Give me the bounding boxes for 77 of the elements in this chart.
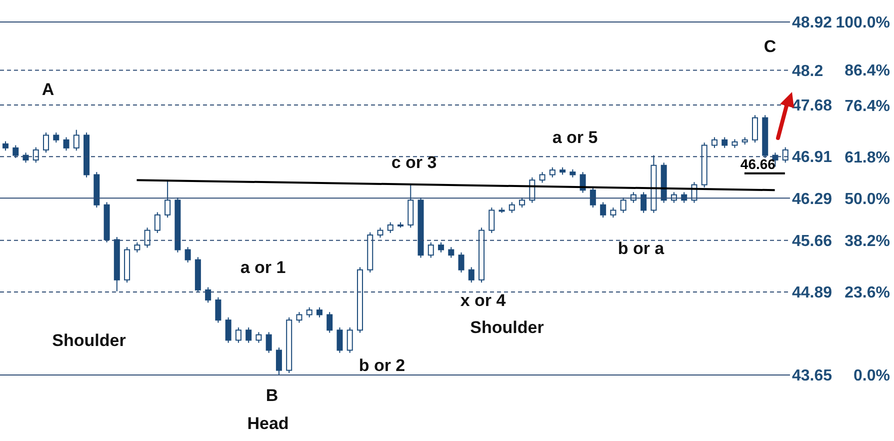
candlestick — [428, 242, 434, 258]
y2-tick-label: 61.8% — [844, 149, 890, 166]
candlestick — [22, 152, 29, 164]
y2-tick-label: 23.6% — [844, 284, 890, 302]
candlestick — [266, 332, 272, 354]
candlestick — [346, 326, 353, 354]
candlestick — [256, 332, 262, 344]
candlestick — [752, 114, 758, 144]
annotation: A — [42, 80, 54, 100]
candlestick — [539, 172, 546, 184]
candlestick — [225, 316, 232, 344]
candlestick — [711, 136, 718, 148]
candlestick — [549, 166, 556, 178]
candlestick — [782, 146, 788, 164]
candlestick — [519, 196, 526, 208]
y2-tick-label: 0.0% — [854, 368, 890, 385]
candlestick — [458, 252, 464, 274]
candlestick — [488, 207, 495, 234]
y-tick-label: 43.65 — [792, 368, 832, 385]
candlestick — [164, 180, 171, 218]
candlestick — [154, 212, 160, 234]
candlestick — [468, 266, 474, 284]
y2-tick-label: 38.2% — [844, 232, 890, 250]
annotation: x or 4 — [460, 291, 506, 311]
series-label: 46.66 — [740, 156, 776, 172]
candlestick — [43, 132, 50, 154]
candlestick — [276, 347, 282, 375]
candlestick — [508, 202, 515, 214]
candlestick — [63, 136, 70, 152]
candlestick — [32, 146, 39, 164]
annotation: Shoulder — [52, 331, 126, 351]
text: B — [266, 386, 278, 406]
candlestick — [620, 196, 626, 214]
annotation: b or a — [618, 239, 664, 259]
annotation: a or 5 — [552, 128, 598, 148]
annotation: a or 1 — [240, 258, 286, 278]
candlestick — [2, 140, 8, 152]
candlestick — [205, 286, 212, 304]
y2-tick-label: 50.0% — [844, 191, 890, 208]
candlestick — [590, 186, 596, 208]
candlestick — [184, 246, 191, 263]
y2-tick-label: 100.0% — [836, 14, 890, 32]
y-tick-label: 48.2 — [792, 62, 824, 80]
y2-tick-label: 76.4% — [844, 98, 890, 115]
annotation: c or 3 — [391, 153, 437, 173]
candlestick — [53, 132, 60, 144]
candlestick — [387, 222, 394, 234]
y-tick-label: 46.91 — [792, 149, 832, 166]
candlestick — [316, 306, 322, 318]
candlestick — [12, 144, 19, 158]
candlestick — [306, 306, 312, 318]
candlestick — [144, 227, 150, 248]
annotation: C — [764, 37, 776, 57]
candlestick — [448, 246, 454, 258]
y-tick-label: 48.92 — [792, 14, 832, 32]
candlestick — [73, 129, 80, 152]
y-tick-label: 44.89 — [792, 284, 832, 302]
candlestick — [326, 312, 333, 334]
candlestick — [215, 296, 222, 324]
candlestick — [610, 207, 616, 218]
y-tick-label: 47.68 — [792, 98, 832, 115]
candlestick — [438, 242, 444, 253]
annotation: b or 2 — [358, 356, 406, 376]
text: Head — [247, 414, 289, 434]
y-tick-label: 45.66 — [792, 232, 832, 250]
annotation: Shoulder — [470, 318, 544, 338]
candlestick — [377, 227, 384, 238]
candlestick — [722, 136, 728, 148]
candlestick — [600, 202, 606, 218]
y2-tick-label: 86.4% — [844, 62, 890, 80]
candlestick — [235, 326, 242, 344]
candlestick — [246, 326, 252, 344]
candlestick — [134, 242, 140, 253]
y-tick-label: 46.29 — [792, 190, 832, 208]
candlestick — [640, 192, 647, 214]
candlestick — [296, 312, 302, 324]
candlestick — [336, 326, 343, 354]
